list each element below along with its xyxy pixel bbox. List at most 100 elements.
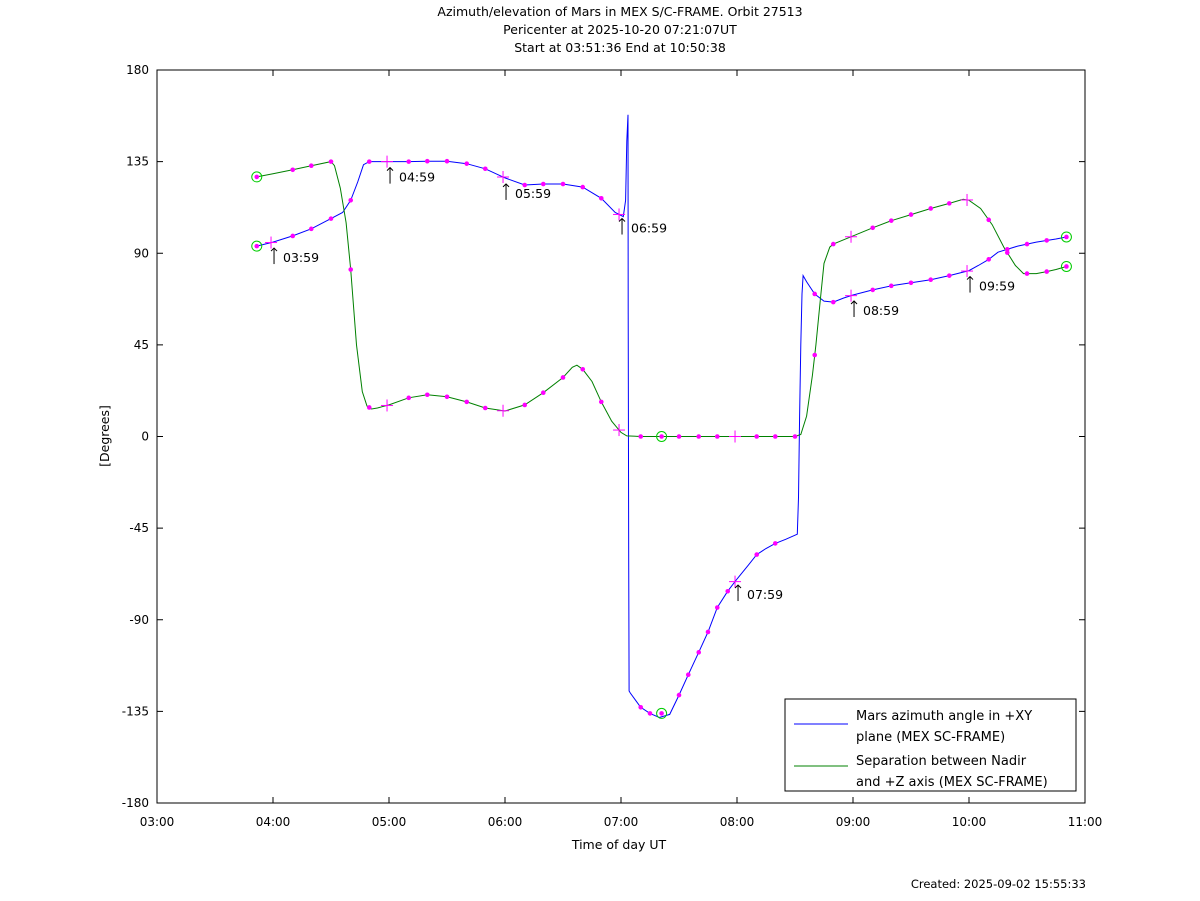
time-label: 03:59 [283,250,319,265]
endpoint-dot [254,174,260,180]
data-point-marker [685,672,691,678]
data-point-marker [928,206,934,211]
time-label-arrowhead [618,217,626,222]
y-tick-label: 0 [141,430,149,444]
data-point-marker [328,216,334,221]
x-tick-label: 10:00 [952,815,987,829]
time-label: 06:59 [631,221,667,236]
data-point-marker [830,241,836,247]
data-point-marker [366,159,372,164]
data-point-marker [290,233,296,239]
data-point-marker [598,399,604,405]
series-separation-line [256,161,1067,437]
y-tick-label: 90 [134,246,149,260]
data-point-marker [560,375,566,380]
data-point-marker [308,226,314,232]
legend-box [784,698,1077,792]
data-point-marker [464,399,470,405]
data-point-marker [870,287,876,293]
chart-subtitle-pericenter: Pericenter at 2025-10-20 07:21:07UT [503,22,737,37]
x-tick-label: 09:00 [836,815,871,829]
data-point-marker [444,394,450,400]
data-point-marker [908,212,914,217]
time-label-arrowhead [734,584,742,589]
endpoint-circle-marker [656,707,668,719]
y-axis-title: [Degrees] [97,405,112,467]
data-point-marker [792,434,798,439]
time-label: 09:59 [979,279,1015,294]
y-tick-label: 180 [126,63,149,77]
chart-subtitle-start-end: Start at 03:51:36 End at 10:50:38 [514,40,726,55]
data-point-marker [812,291,818,297]
data-point-marker [348,198,354,203]
endpoint-circle-marker [656,431,668,442]
data-point-marker [598,195,604,201]
data-point-marker [928,277,934,283]
time-label-arrowhead [270,247,278,252]
marker-group: 03:59 04:59 05:59 06:59 07:59 08:59 09:59 [251,155,1072,719]
legend-label-separation-2: and +Z axis (MEX SC-FRAME) [856,775,1048,790]
x-tick-label: 03:00 [140,815,175,829]
x-tick-label: 07:00 [604,815,639,829]
y-tick-label: -180 [122,796,149,810]
data-point-marker [888,218,894,223]
endpoint-circle-marker [1060,260,1072,272]
data-point-marker [812,352,818,358]
data-point-marker [580,367,586,372]
data-point-marker [290,167,296,173]
data-point-marker [725,588,731,594]
x-tick-label: 06:00 [488,815,523,829]
data-point-marker [638,705,644,710]
data-point-marker [540,390,546,396]
plot-area [156,69,1086,804]
data-point-marker [870,225,876,231]
data-point-marker [946,273,952,278]
data-point-marker [424,158,430,164]
data-point-marker [714,434,720,439]
x-tick-label: 11:00 [1068,815,1103,829]
data-point-marker [406,159,412,164]
x-axis-title: Time of day UT [571,837,667,852]
data-point-marker [1044,238,1050,243]
endpoint-dot [1064,264,1069,269]
data-point-marker [696,434,702,439]
data-point-marker [328,159,334,164]
data-point-marker [638,434,644,439]
time-label-arrowhead [850,300,858,305]
endpoint-circle-marker [1060,231,1072,243]
x-tick-label: 08:00 [720,815,755,829]
data-point-marker [676,692,682,698]
data-point-marker [1004,247,1010,252]
data-point-marker [366,405,372,410]
endpoint-dot [659,711,664,716]
data-point-marker [705,629,711,635]
legend-label-azimuth-1: Mars azimuth angle in +XY [856,709,1032,724]
data-point-marker [348,267,354,272]
data-point-marker [908,280,914,286]
data-point-marker [714,605,720,610]
data-point-marker [482,405,488,411]
y-tick-label: -90 [129,613,149,627]
time-label-arrowhead [502,183,510,188]
time-label-arrowhead [966,275,974,280]
data-point-marker [696,650,702,655]
x-tick-label: 05:00 [372,815,407,829]
data-point-marker [1024,241,1030,247]
data-point-marker [830,299,836,305]
data-point-marker [1004,250,1010,255]
data-point-marker [772,541,778,546]
data-point-marker [676,434,682,439]
axis-ticks: 03:00 04:00 05:00 06:00 07:00 08:00 09:00 10:00… [122,63,1103,829]
time-label: 07:59 [747,587,783,602]
data-point-marker [754,552,760,557]
y-tick-label: 45 [134,338,149,352]
data-point-marker [647,711,653,716]
data-point-marker [522,182,528,188]
data-point-marker [946,201,952,206]
data-point-marker [888,283,894,289]
data-point-marker [580,184,586,190]
x-tick-label: 04:00 [256,815,291,829]
chart-title: Azimuth/elevation of Mars in MEX S/C-FRA… [437,4,803,19]
series-group [256,114,1067,719]
